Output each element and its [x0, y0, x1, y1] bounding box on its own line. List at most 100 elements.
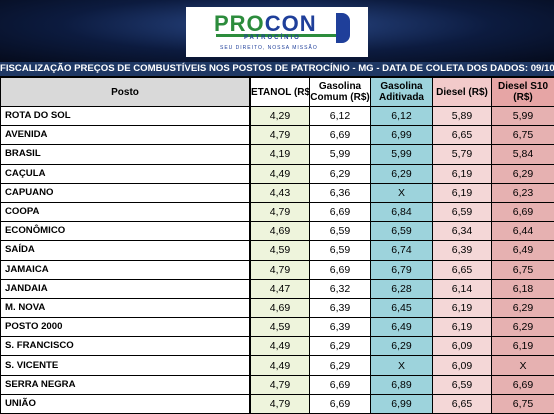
- cell-diesel: 6,19: [433, 164, 492, 183]
- cell-posto: JANDAIA: [1, 279, 250, 298]
- cell-gasolina-aditivada: 6,74: [371, 241, 433, 260]
- cell-etanol: 4,49: [251, 337, 310, 356]
- cell-diesel: 5,89: [433, 107, 492, 126]
- cell-gasolina-comum: 6,39: [310, 298, 371, 317]
- header-gasolina-comum: Gasolina Comum (R$): [310, 78, 371, 107]
- cell-etanol: 4,49: [251, 164, 310, 183]
- cell-diesel: 6,19: [433, 318, 492, 337]
- header-banner: PROCON PATROCÍNIO SEU DIREITO, NOSSA MIS…: [0, 0, 554, 62]
- cell-diesel-s10: 6,29: [492, 298, 554, 317]
- cell-gasolina-comum: 6,59: [310, 241, 371, 260]
- cell-gasolina-aditivada: 6,29: [371, 164, 433, 183]
- cell-diesel: 6,39: [433, 241, 492, 260]
- cell-diesel-s10: 6,75: [492, 260, 554, 279]
- cell-posto: S. FRANCISCO: [1, 337, 250, 356]
- cell-gasolina-comum: 6,69: [310, 375, 371, 394]
- cell-diesel: 6,65: [433, 394, 492, 413]
- header-diesel-s10: Diesel S10 (R$): [492, 78, 554, 107]
- cell-gasolina-comum: 6,69: [310, 202, 371, 221]
- cell-posto: BRASIL: [1, 145, 250, 164]
- cell-posto: UNIÃO: [1, 394, 250, 413]
- cell-etanol: 4,29: [251, 107, 310, 126]
- cell-diesel: 6,14: [433, 279, 492, 298]
- cell-diesel-s10: 6,75: [492, 394, 554, 413]
- header-gasolina-aditivada: Gasolina Aditivada: [371, 78, 433, 107]
- cell-gasolina-aditivada: 6,49: [371, 318, 433, 337]
- cell-gasolina-comum: 6,36: [310, 183, 371, 202]
- cell-gasolina-comum: 6,69: [310, 260, 371, 279]
- header-posto: Posto: [1, 78, 250, 107]
- cell-etanol: 4,59: [251, 241, 310, 260]
- cell-diesel: 6,65: [433, 126, 492, 145]
- cell-gasolina-comum: 6,69: [310, 126, 371, 145]
- cell-diesel-s10: 6,29: [492, 318, 554, 337]
- cell-gasolina-aditivada: X: [371, 183, 433, 202]
- cell-posto: POSTO 2000: [1, 318, 250, 337]
- cell-diesel: 6,09: [433, 356, 492, 375]
- cell-gasolina-aditivada: 6,99: [371, 394, 433, 413]
- cell-posto: CAÇULA: [1, 164, 250, 183]
- cell-gasolina-aditivada: 6,89: [371, 375, 433, 394]
- cell-diesel: 5,79: [433, 145, 492, 164]
- cell-gasolina-comum: 6,32: [310, 279, 371, 298]
- page-title: FISCALIZAÇÃO PREÇOS DE COMBUSTÍVEIS NOS …: [0, 62, 554, 76]
- procon-logo: PROCON PATROCÍNIO SEU DIREITO, NOSSA MIS…: [186, 7, 368, 57]
- cell-diesel-s10: 6,69: [492, 375, 554, 394]
- cell-gasolina-comum: 6,59: [310, 222, 371, 241]
- cell-posto: S. VICENTE: [1, 356, 250, 375]
- cell-diesel-s10: 6,23: [492, 183, 554, 202]
- cell-etanol: 4,79: [251, 260, 310, 279]
- cell-gasolina-aditivada: 6,79: [371, 260, 433, 279]
- cell-gasolina-aditivada: 6,45: [371, 298, 433, 317]
- cell-diesel: 6,19: [433, 298, 492, 317]
- cell-etanol: 4,69: [251, 222, 310, 241]
- cell-gasolina-comum: 6,29: [310, 337, 371, 356]
- cell-gasolina-aditivada: 6,99: [371, 126, 433, 145]
- cell-etanol: 4,69: [251, 298, 310, 317]
- logo-shape: [336, 13, 350, 43]
- cell-posto: SAÍDA: [1, 241, 250, 260]
- cell-diesel-s10: 6,75: [492, 126, 554, 145]
- cell-gasolina-aditivada: X: [371, 356, 433, 375]
- cell-posto: JAMAICA: [1, 260, 250, 279]
- cell-gasolina-comum: 6,39: [310, 318, 371, 337]
- cell-posto: M. NOVA: [1, 298, 250, 317]
- cell-gasolina-aditivada: 5,99: [371, 145, 433, 164]
- cell-gasolina-comum: 6,12: [310, 107, 371, 126]
- cell-diesel-s10: 5,84: [492, 145, 554, 164]
- cell-etanol: 4,47: [251, 279, 310, 298]
- header-etanol: ETANOL (R$): [251, 78, 310, 107]
- cell-diesel: 6,59: [433, 375, 492, 394]
- cell-gasolina-comum: 6,69: [310, 394, 371, 413]
- cell-posto: AVENIDA: [1, 126, 250, 145]
- cell-diesel-s10: 6,18: [492, 279, 554, 298]
- cell-gasolina-comum: 5,99: [310, 145, 371, 164]
- cell-diesel: 6,59: [433, 202, 492, 221]
- cell-diesel-s10: 6,19: [492, 337, 554, 356]
- cell-etanol: 4,79: [251, 394, 310, 413]
- cell-diesel-s10: 6,29: [492, 164, 554, 183]
- cell-etanol: 4,79: [251, 126, 310, 145]
- cell-etanol: 4,19: [251, 145, 310, 164]
- cell-diesel-s10: 5,99: [492, 107, 554, 126]
- cell-diesel: 6,65: [433, 260, 492, 279]
- cell-gasolina-comum: 6,29: [310, 356, 371, 375]
- cell-diesel-s10: X: [492, 356, 554, 375]
- cell-etanol: 4,79: [251, 202, 310, 221]
- cell-gasolina-aditivada: 6,12: [371, 107, 433, 126]
- cell-diesel: 6,09: [433, 337, 492, 356]
- cell-diesel: 6,34: [433, 222, 492, 241]
- cell-etanol: 4,49: [251, 356, 310, 375]
